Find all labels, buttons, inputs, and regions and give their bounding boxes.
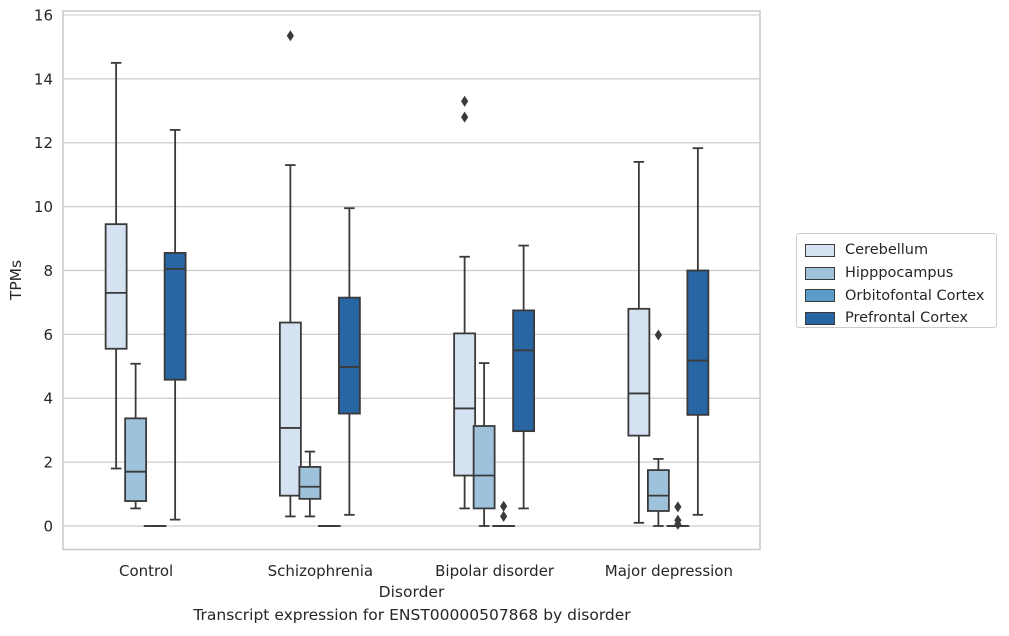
box <box>666 501 690 530</box>
y-tick-label: 4 <box>43 390 53 408</box>
legend-item-prefrontal: Prefrontal Cortex <box>805 307 996 330</box>
box <box>627 160 651 524</box>
x-tick-label: Control <box>119 562 173 580</box>
outlier-point <box>461 95 469 107</box>
legend-swatch <box>805 266 835 280</box>
y-tick-label: 2 <box>43 454 53 472</box>
box-iqr <box>646 469 670 512</box>
figure-caption: Transcript expression for ENST0000050786… <box>193 606 631 624</box>
x-tick-label: Schizophrenia <box>268 562 373 580</box>
box-iqr <box>472 425 496 510</box>
legend-swatch <box>805 243 835 257</box>
box-iqr <box>512 309 536 433</box>
box <box>278 30 302 518</box>
x-tick-labels: Control Schizophrenia Bipolar disorder Majo… <box>119 562 733 580</box>
box <box>646 329 670 527</box>
x-axis-label: Disorder <box>379 583 445 601</box>
plot-frame <box>62 10 761 551</box>
box <box>453 95 477 510</box>
box <box>163 129 187 521</box>
box <box>298 450 322 518</box>
box-iqr <box>453 332 477 477</box>
y-tick-label: 0 <box>43 518 53 536</box>
box <box>512 244 536 510</box>
outlier-point <box>674 501 682 513</box>
box-iqr <box>124 417 148 502</box>
legend-item-cerebellum: Cerebellum <box>805 239 996 262</box>
outlier-point <box>286 30 294 42</box>
x-tick-label: Major depression <box>605 562 733 580</box>
box-iqr <box>627 307 651 437</box>
box-series <box>104 30 710 530</box>
legend-swatch <box>805 289 835 303</box>
y-tick-label: 6 <box>43 326 53 344</box>
y-tick-label: 12 <box>34 134 53 152</box>
x-tick-label: Bipolar disorder <box>435 562 555 580</box>
box-iqr <box>104 223 128 350</box>
box-iqr <box>278 321 302 497</box>
y-tick-labels: 0 2 4 6 8 10 12 14 16 <box>34 6 53 535</box>
outlier-point <box>500 500 508 512</box>
legend-swatch <box>805 311 835 325</box>
legend-item-hippocampus: Hipppocampus <box>805 262 996 285</box>
box-iqr <box>163 252 187 381</box>
box <box>472 362 496 527</box>
y-tick-label: 16 <box>34 6 53 24</box>
box <box>492 500 516 527</box>
legend-label: Orbitofontal Cortex <box>845 287 985 304</box>
y-axis-label: TPMs <box>7 260 25 301</box>
outlier-point <box>500 510 508 522</box>
legend-item-orbitofrontal: Orbitofontal Cortex <box>805 284 996 307</box>
legend: Cerebellum Hipppocampus Orbitofontal Cor… <box>796 233 997 328</box>
box <box>124 362 148 510</box>
box <box>337 207 361 516</box>
box <box>686 147 710 516</box>
outlier-point <box>461 111 469 123</box>
legend-label: Prefrontal Cortex <box>845 310 968 327</box>
box-iqr <box>686 269 710 416</box>
box-iqr <box>298 466 322 500</box>
y-tick-label: 8 <box>43 262 53 280</box>
outlier-point <box>674 514 682 526</box>
legend-label: Hipppocampus <box>845 265 954 282</box>
y-tick-label: 10 <box>34 198 53 216</box>
box <box>104 61 128 470</box>
legend-label: Cerebellum <box>845 242 929 259</box>
box-iqr <box>337 296 361 415</box>
y-tick-label: 14 <box>34 70 53 88</box>
outlier-point <box>654 329 662 341</box>
